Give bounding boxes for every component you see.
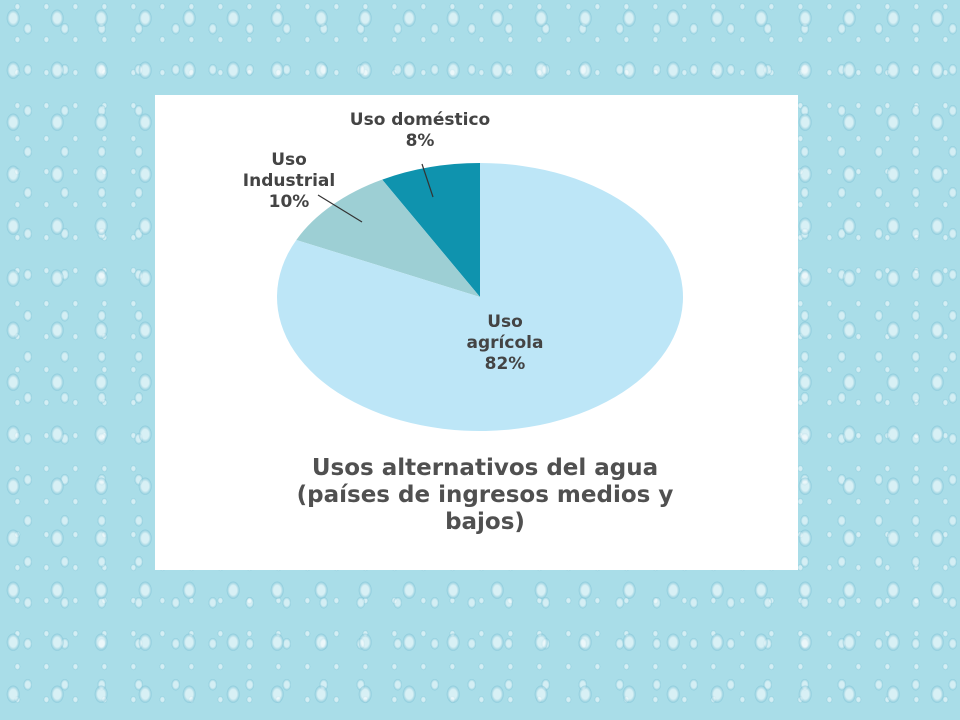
category-label: Uso Industrial <box>242 150 336 191</box>
slice-label: Uso doméstico 8% <box>320 110 520 152</box>
value-label: 10% <box>268 192 310 212</box>
leader-line <box>317 194 363 223</box>
value-label: 8% <box>405 131 435 151</box>
chart-title: Usos alternativos del agua (países de in… <box>296 455 674 535</box>
pie-slice <box>296 179 480 297</box>
pie-slice <box>382 163 480 297</box>
category-label: Uso doméstico <box>349 110 491 130</box>
pie-slice <box>277 163 683 431</box>
category-label: Uso agrícola <box>466 312 544 353</box>
value-label: 82% <box>484 354 526 374</box>
slice-label: Uso Industrial 10% <box>228 150 350 213</box>
slice-label: Uso agrícola 82% <box>465 312 545 375</box>
leader-line <box>421 163 434 198</box>
